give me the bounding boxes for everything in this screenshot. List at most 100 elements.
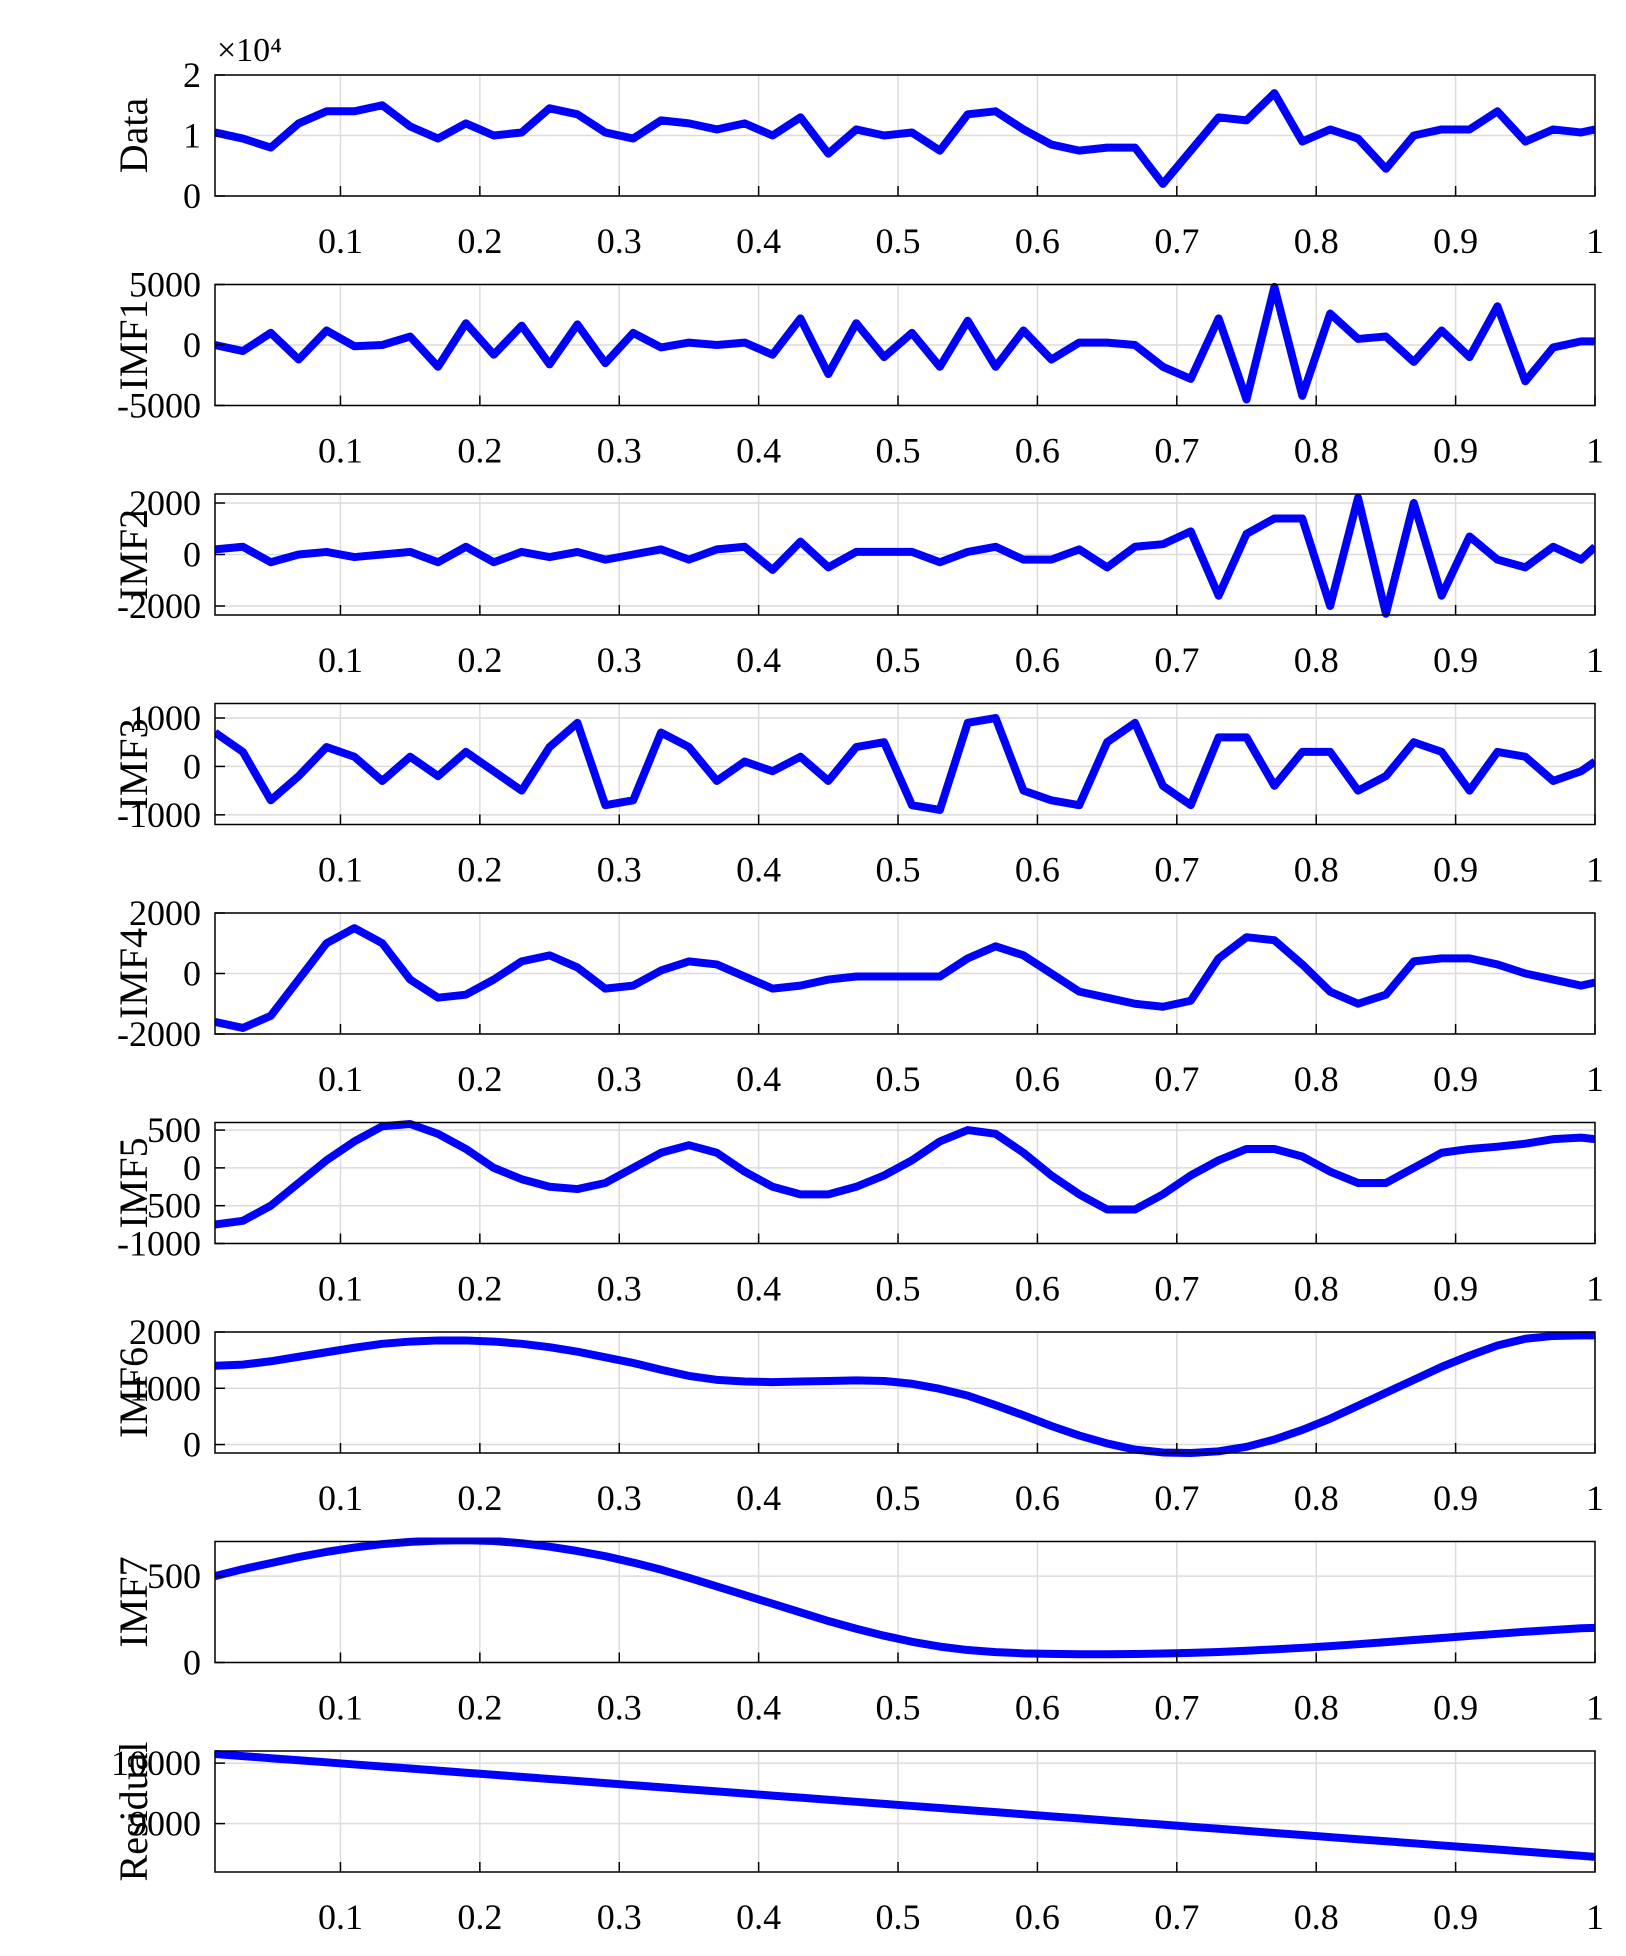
x-tick-label: 0.2 [457,640,502,680]
data-line [215,1537,1595,1659]
x-tick-label: 0.2 [457,850,502,890]
x-tick-label: 0.8 [1294,1478,1339,1518]
data-line [215,282,1595,404]
y-tick-label: 0 [183,746,201,786]
x-tick-label: 0.2 [457,431,502,471]
y-axis-label: Data [111,98,156,174]
axes-box [214,1121,1596,1245]
y-tick-label: 10000 [111,1743,201,1783]
x-tick-label: 0.7 [1154,1688,1199,1728]
subplot: 0.1 0.2 0.3 0.4 0.5 0.6 0.7 0.8 0.9 1 -5000 0 5000IM… [111,265,1604,471]
x-tick-label: 0.1 [318,1897,363,1937]
x-tick-label: 0.7 [1154,431,1199,471]
x-tick-label: 0.7 [1154,640,1199,680]
x-tick-label: 0.4 [736,431,781,471]
y-tick-label: 0 [183,535,201,575]
x-tick-label: 0.9 [1433,1478,1478,1518]
x-tick-label: 0.2 [457,1688,502,1728]
x-tick-label: 0.4 [736,1478,781,1518]
y-tick-label: 0 [183,1643,201,1683]
y-tick-label: -1000 [117,795,201,835]
x-tick-label: 0.2 [457,1897,502,1937]
y-tick-label: 0 [183,1148,201,1188]
y-tick-label: -2000 [117,1014,201,1054]
x-tick-label: 1 [1586,1478,1604,1518]
x-tick-label: 0.1 [318,1478,363,1518]
x-tick-label: 0.7 [1154,850,1199,890]
x-tick-label: 0.4 [736,1059,781,1099]
x-tick-label: 0.3 [597,431,642,471]
y-tick-label: 0 [183,176,201,216]
x-tick-label: 0.6 [1015,1688,1060,1728]
x-tick-label: 0.1 [318,431,363,471]
x-tick-label: 0.1 [318,1269,363,1309]
y-axis-label: Residual [111,1742,156,1882]
x-tick-label: 0.1 [318,221,363,261]
x-tick-label: 0.6 [1015,221,1060,261]
y-axis-label: IMF7 [111,1556,156,1647]
x-tick-label: 0.3 [597,1478,642,1518]
subplot: 0.1 0.2 0.3 0.4 0.5 0.6 0.7 0.8 0.9 1 9000 10000Res… [111,1742,1604,1937]
y-axis-label: IMF4 [111,928,156,1019]
x-tick-label: 0.3 [597,640,642,680]
x-tick-label: 0.6 [1015,1269,1060,1309]
x-tick-label: 0.6 [1015,1897,1060,1937]
x-tick-label: 0.5 [876,1897,921,1937]
x-tick-label: 0.3 [597,1269,642,1309]
x-tick-label: 0.9 [1433,1688,1478,1728]
x-tick-label: 0.3 [597,850,642,890]
data-line [215,89,1595,188]
y-tick-label: 2000 [129,1312,201,1352]
subplot: 0.1 0.2 0.3 0.4 0.5 0.6 0.7 0.8 0.9 1 0 1 2 Data ×10⁴ [111,32,1604,261]
x-tick-label: 0.5 [876,431,921,471]
x-tick-label: 0.7 [1154,221,1199,261]
axes-box [214,1750,1596,1873]
x-tick-label: 0.8 [1294,850,1339,890]
y-tick-label: 5000 [129,265,201,305]
x-tick-label: 0.1 [318,1688,363,1728]
x-tick-label: 0.8 [1294,1269,1339,1309]
x-tick-label: 0.6 [1015,1478,1060,1518]
x-tick-label: 1 [1586,1897,1604,1937]
x-tick-label: 0.7 [1154,1059,1199,1099]
x-tick-label: 0.7 [1154,1269,1199,1309]
y-tick-label: 0 [183,1425,201,1465]
x-tick-label: 0.9 [1433,850,1478,890]
subplot: 0.1 0.2 0.3 0.4 0.5 0.6 0.7 0.8 0.9 1 -1000-500050… [111,1110,1604,1308]
y-tick-label: 0 [183,954,201,994]
x-tick-label: 1 [1586,1688,1604,1728]
x-tick-label: 0.1 [318,1059,363,1099]
x-tick-label: 1 [1586,431,1604,471]
x-tick-label: 0.4 [736,640,781,680]
y-tick-label: 2000 [129,893,201,933]
x-tick-label: 1 [1586,1059,1604,1099]
x-tick-label: 0.5 [876,640,921,680]
y-tick-label: 1000 [129,698,201,738]
y-tick-label: -5000 [117,386,201,426]
x-tick-label: 0.3 [597,1059,642,1099]
x-tick-label: 0.8 [1294,1059,1339,1099]
x-tick-label: 0.2 [457,221,502,261]
x-tick-label: 0.4 [736,850,781,890]
x-tick-label: 0.7 [1154,1478,1199,1518]
x-tick-label: 0.5 [876,1478,921,1518]
y-tick-label: 2000 [129,483,201,523]
data-line [215,924,1595,1032]
x-tick-label: 0.4 [736,1897,781,1937]
x-tick-label: 0.3 [597,221,642,261]
x-tick-label: 0.4 [736,1688,781,1728]
x-tick-label: 0.9 [1433,640,1478,680]
axes-box [214,702,1596,826]
x-tick-label: 0.5 [876,1688,921,1728]
x-tick-label: 0.6 [1015,850,1060,890]
x-tick-label: 0.6 [1015,640,1060,680]
x-tick-label: 0.2 [457,1478,502,1518]
data-line [215,1120,1595,1229]
data-line [215,714,1595,814]
data-line [215,1331,1595,1457]
subplot: 0.1 0.2 0.3 0.4 0.5 0.6 0.7 0.8 0.9 1 -2000 0 2000IM… [111,893,1604,1099]
data-line [215,1750,1595,1861]
subplot: 0.1 0.2 0.3 0.4 0.5 0.6 0.7 0.8 0.9 1 0 1000 2000IMF… [111,1312,1604,1518]
